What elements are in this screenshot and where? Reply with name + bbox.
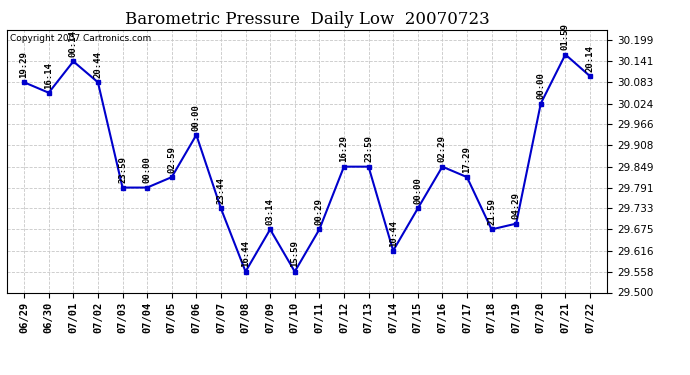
Text: 02:29: 02:29 <box>438 136 447 162</box>
Text: 00:00: 00:00 <box>536 72 545 99</box>
Text: 00:00: 00:00 <box>413 177 422 204</box>
Text: 15:59: 15:59 <box>290 240 299 267</box>
Text: 00:00: 00:00 <box>143 156 152 183</box>
Title: Barometric Pressure  Daily Low  20070723: Barometric Pressure Daily Low 20070723 <box>125 12 489 28</box>
Text: 04:29: 04:29 <box>512 193 521 219</box>
Text: 23:59: 23:59 <box>118 156 127 183</box>
Text: 03:14: 03:14 <box>266 198 275 225</box>
Text: 21:59: 21:59 <box>487 198 496 225</box>
Text: Copyright 2007 Cartronics.com: Copyright 2007 Cartronics.com <box>10 34 151 43</box>
Text: 20:44: 20:44 <box>93 51 102 78</box>
Text: 00:14: 00:14 <box>69 30 78 57</box>
Text: 17:29: 17:29 <box>462 146 471 173</box>
Text: 20:14: 20:14 <box>586 45 595 72</box>
Text: 23:59: 23:59 <box>364 136 373 162</box>
Text: 10:44: 10:44 <box>388 220 397 246</box>
Text: 16:44: 16:44 <box>241 240 250 267</box>
Text: 02:59: 02:59 <box>167 146 176 173</box>
Text: 01:59: 01:59 <box>561 24 570 50</box>
Text: 00:00: 00:00 <box>192 104 201 131</box>
Text: 23:44: 23:44 <box>217 177 226 204</box>
Text: 16:14: 16:14 <box>44 62 53 88</box>
Text: 16:29: 16:29 <box>339 136 348 162</box>
Text: 00:29: 00:29 <box>315 198 324 225</box>
Text: 19:29: 19:29 <box>19 51 28 78</box>
